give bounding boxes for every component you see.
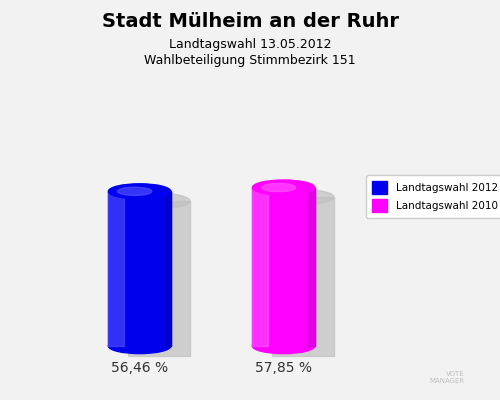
Bar: [108, 191, 171, 346]
Bar: [308, 188, 315, 346]
Text: VOTE
MANAGER: VOTE MANAGER: [430, 371, 465, 384]
Ellipse shape: [108, 338, 171, 354]
Ellipse shape: [252, 180, 315, 195]
Ellipse shape: [262, 183, 296, 192]
Bar: [252, 188, 315, 346]
Ellipse shape: [252, 338, 315, 354]
Text: 57,85 %: 57,85 %: [255, 361, 312, 375]
Bar: [108, 191, 124, 346]
Ellipse shape: [128, 193, 190, 208]
Ellipse shape: [272, 190, 334, 205]
Ellipse shape: [108, 184, 171, 199]
Legend: Landtagswahl 2012, Landtagswahl 2010: Landtagswahl 2012, Landtagswahl 2010: [366, 175, 500, 218]
Bar: [164, 191, 171, 346]
Polygon shape: [128, 201, 190, 356]
Polygon shape: [272, 197, 334, 356]
Bar: [252, 188, 268, 346]
Text: 56,46 %: 56,46 %: [111, 361, 168, 375]
Text: Landtagswahl 13.05.2012: Landtagswahl 13.05.2012: [169, 38, 331, 51]
Text: Wahlbeteiligung Stimmbezirk 151: Wahlbeteiligung Stimmbezirk 151: [144, 54, 356, 67]
Text: Stadt Mülheim an der Ruhr: Stadt Mülheim an der Ruhr: [102, 12, 399, 31]
Ellipse shape: [118, 187, 152, 196]
